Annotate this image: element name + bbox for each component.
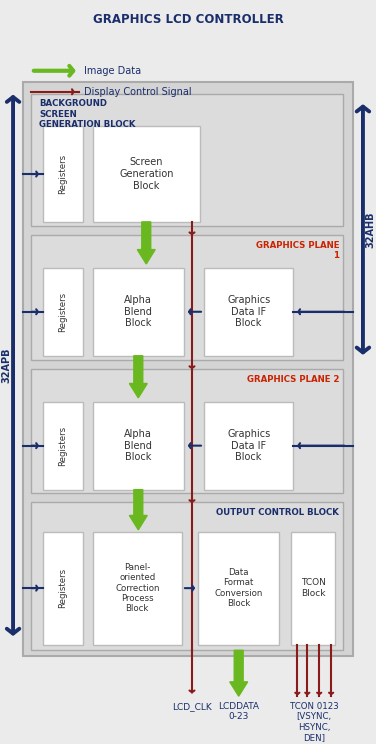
Text: Graphics
Data IF
Block: Graphics Data IF Block — [227, 429, 270, 462]
Bar — [43, 126, 83, 222]
Text: Registers: Registers — [58, 292, 67, 332]
Text: Panel-
oriented
Correction
Process
Block: Panel- oriented Correction Process Block — [115, 562, 159, 614]
Text: Display Control Signal: Display Control Signal — [83, 87, 191, 97]
FancyArrow shape — [129, 356, 147, 398]
Bar — [31, 94, 343, 225]
Text: Registers: Registers — [58, 426, 67, 466]
Bar — [92, 532, 182, 644]
Bar — [92, 268, 184, 356]
Bar — [198, 532, 279, 644]
FancyArrow shape — [230, 650, 248, 696]
Text: Alpha
Blend
Block: Alpha Blend Block — [124, 429, 152, 462]
FancyArrow shape — [137, 222, 155, 264]
Text: Registers: Registers — [58, 154, 67, 194]
Text: Image Data: Image Data — [83, 65, 141, 76]
Text: BACKGROUND
SCREEN
GENERATION BLOCK: BACKGROUND SCREEN GENERATION BLOCK — [39, 100, 135, 129]
Text: LCDDATA
0-23: LCDDATA 0-23 — [218, 702, 259, 722]
Bar — [204, 268, 293, 356]
Bar — [31, 369, 343, 493]
Text: TCON 0123
[VSYNC,
HSYNC,
DEN]: TCON 0123 [VSYNC, HSYNC, DEN] — [290, 702, 339, 742]
Text: LCD_CLK: LCD_CLK — [172, 702, 212, 711]
Text: OUTPUT CONTROL BLOCK: OUTPUT CONTROL BLOCK — [216, 508, 339, 517]
Text: Registers: Registers — [58, 568, 67, 608]
Bar — [43, 402, 83, 490]
FancyArrow shape — [129, 490, 147, 530]
Text: GRAPHICS PLANE
1: GRAPHICS PLANE 1 — [256, 241, 339, 260]
Bar — [43, 532, 83, 644]
Text: Graphics
Data IF
Block: Graphics Data IF Block — [227, 295, 270, 328]
Text: Screen
Generation
Block: Screen Generation Block — [119, 158, 173, 190]
Text: Data
Format
Conversion
Block: Data Format Conversion Block — [214, 568, 263, 609]
Bar — [43, 268, 83, 356]
Text: Alpha
Blend
Block: Alpha Blend Block — [124, 295, 152, 328]
Bar — [204, 402, 293, 490]
Bar — [31, 235, 343, 359]
Bar — [92, 402, 184, 490]
Bar — [92, 126, 200, 222]
Text: 32AHB: 32AHB — [365, 211, 375, 248]
Text: 32APB: 32APB — [1, 347, 11, 383]
Text: TCON
Block: TCON Block — [301, 578, 326, 598]
Bar — [31, 502, 343, 650]
Text: GRAPHICS LCD CONTROLLER: GRAPHICS LCD CONTROLLER — [92, 13, 284, 25]
Bar — [23, 83, 353, 656]
Text: GRAPHICS PLANE 2: GRAPHICS PLANE 2 — [247, 375, 339, 384]
Bar — [291, 532, 335, 644]
